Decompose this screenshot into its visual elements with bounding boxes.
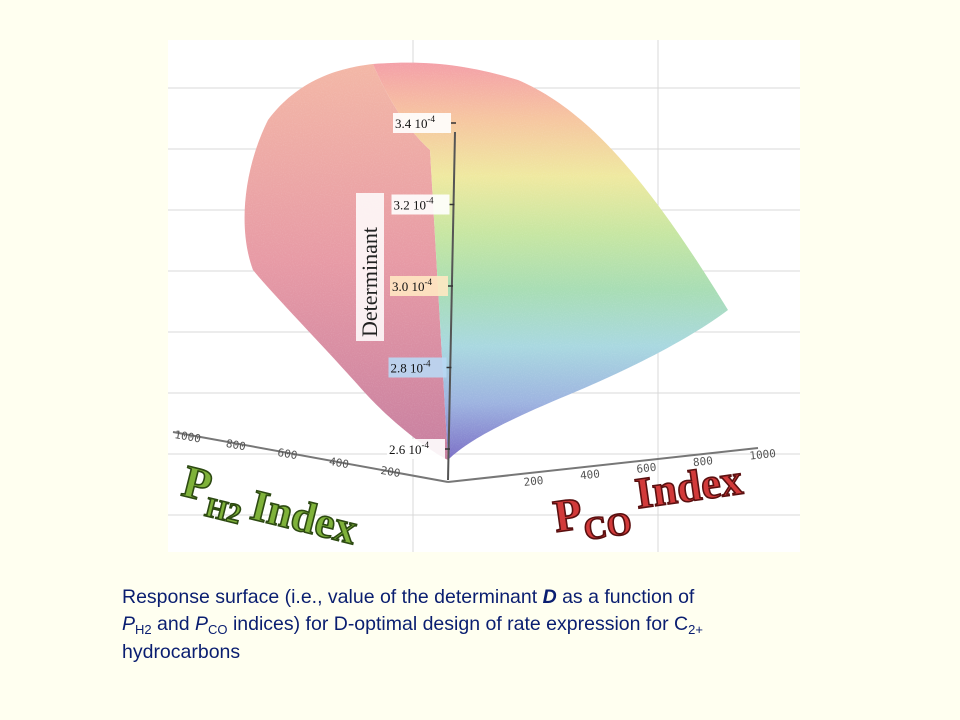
x-axis-label-sub: H2 xyxy=(202,492,244,531)
surface-texture xyxy=(244,62,728,461)
chart-svg: 2.6 10-4 2.8 10-4 3.0 10-4 3.2 10-4 3.4 10-4… xyxy=(168,40,800,552)
x-axis-tick-label: 1000 xyxy=(173,428,201,445)
caption-subscript-co: CO xyxy=(208,622,228,637)
z-axis-tick-label: 3.2 10-4 xyxy=(394,196,434,213)
z-axis-label: Determinant xyxy=(356,193,384,341)
caption-text: hydrocarbons xyxy=(122,641,241,663)
x-axis-tick-label: 800 xyxy=(225,437,247,453)
z-axis-tick: 3.0 10-4 xyxy=(390,276,453,296)
caption-subscript-2plus: 2+ xyxy=(688,622,703,637)
caption-text: as a function of xyxy=(556,586,695,608)
z-axis-tick-label: 2.6 10-4 xyxy=(389,440,429,457)
z-axis-tick: 2.8 10-4 xyxy=(388,357,452,378)
x-axis-tick-label: 400 xyxy=(328,455,350,471)
response-surface-figure: 2.6 10-4 2.8 10-4 3.0 10-4 3.2 10-4 3.4 10-4… xyxy=(168,40,800,552)
x-axis-tick-label: 200 xyxy=(380,464,402,480)
y-axis-label-p: P xyxy=(550,487,585,541)
x-axis-tick-label: 600 xyxy=(277,446,299,462)
caption-line-1: Response surface (i.e., value of the det… xyxy=(122,584,852,611)
caption-p-symbol: P xyxy=(195,613,209,635)
z-axis-label-text: Determinant xyxy=(357,227,382,337)
caption-text: and xyxy=(151,613,196,635)
z-axis-tick-background xyxy=(391,194,450,215)
z-axis-tick: 3.4 10-4 xyxy=(393,113,456,133)
z-axis-tick-background xyxy=(393,113,451,133)
z-axis-tick-label: 2.8 10-4 xyxy=(391,359,431,376)
y-axis-tick-label: 400 xyxy=(579,467,600,482)
y-axis-line xyxy=(447,447,759,483)
z-axis-line xyxy=(447,131,456,481)
y-axis-label-sub: CO xyxy=(581,505,634,547)
z-axis-tick-exponent: -4 xyxy=(425,277,433,287)
z-axis-tick-exponent: -4 xyxy=(422,440,430,450)
z-axis-tick-label: 3.0 10-4 xyxy=(392,277,432,294)
z-axis-tick-background xyxy=(388,357,447,378)
caption-p-symbol: P xyxy=(122,613,136,635)
z-axis-tick: 2.6 10-4 xyxy=(387,439,450,459)
caption-text: indices) for D-optimal design of rate ex… xyxy=(227,613,689,635)
z-axis-ticks: 2.6 10-4 2.8 10-4 3.0 10-4 3.2 10-4 3.4 10-4 xyxy=(387,113,456,459)
caption-text: Response surface (i.e., value of the det… xyxy=(122,586,543,608)
z-axis-tick-exponent: -4 xyxy=(428,114,436,124)
x-axis-label-index: Index xyxy=(246,480,362,552)
x-axis-ticks: 1000 800 600 400 200 xyxy=(173,428,401,480)
z-axis-tick: 3.2 10-4 xyxy=(391,194,455,215)
z-axis-tick-exponent: -4 xyxy=(426,196,434,206)
y-axis-tick-label: 1000 xyxy=(749,447,777,463)
y-axis-tick-label: 600 xyxy=(636,461,657,476)
x-axis-label: P H2 Index xyxy=(177,454,363,552)
caption-line-3: hydrocarbons xyxy=(122,639,852,666)
z-axis-tick-label: 3.4 10-4 xyxy=(395,114,435,131)
figure-caption: Response surface (i.e., value of the det… xyxy=(122,584,852,666)
z-axis-tick-background xyxy=(390,276,448,296)
x-axis-line xyxy=(172,431,449,483)
caption-subscript-h2: H2 xyxy=(135,622,152,637)
y-axis-tick-label: 800 xyxy=(692,454,713,469)
caption-determinant-symbol: D xyxy=(542,586,557,608)
y-axis-ticks: 200 400 600 800 1000 xyxy=(523,447,777,489)
y-axis-tick-label: 200 xyxy=(523,474,544,489)
caption-line-2: PH2 and PCO indices) for D-optimal desig… xyxy=(122,611,852,639)
z-axis-tick-background xyxy=(387,439,445,459)
z-axis-tick-exponent: -4 xyxy=(423,359,431,369)
